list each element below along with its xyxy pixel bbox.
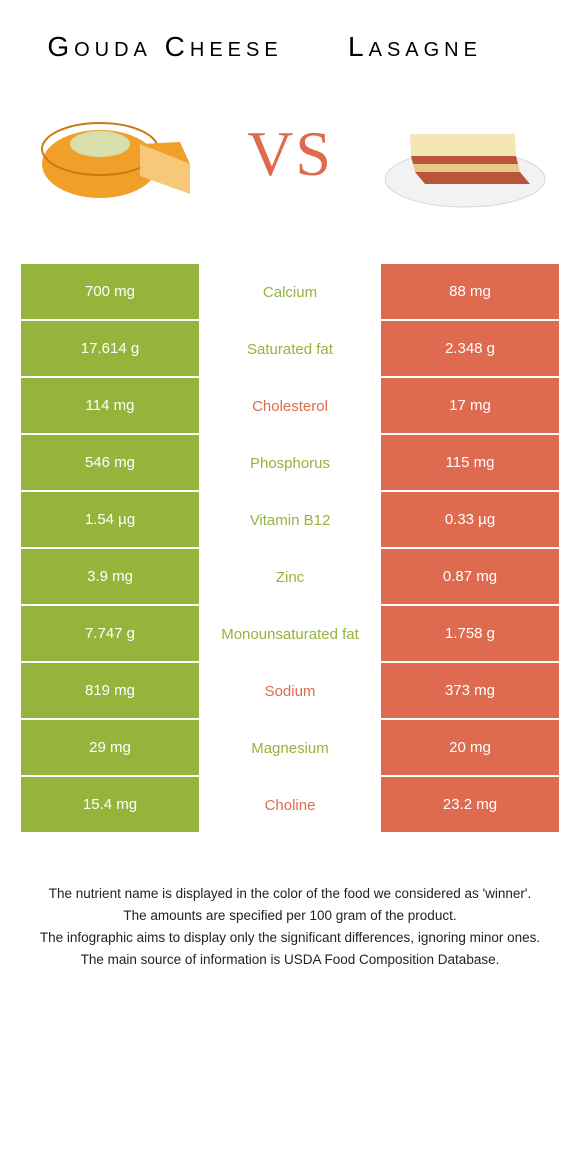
right-value: 373 mg <box>379 663 559 720</box>
nutrient-label: Monounsaturated fat <box>201 606 379 663</box>
lasagne-top-icon <box>410 134 516 156</box>
right-value: 0.33 µg <box>379 492 559 549</box>
nutrient-label: Sodium <box>201 663 379 720</box>
table-row: 1.54 µgVitamin B120.33 µg <box>21 492 559 549</box>
table-row: 546 mgPhosphorus115 mg <box>21 435 559 492</box>
food-left-illustration <box>30 94 210 214</box>
table-row: 819 mgSodium373 mg <box>21 663 559 720</box>
footnote-line: The amounts are specified per 100 gram o… <box>30 906 550 926</box>
footnotes: The nutrient name is displayed in the co… <box>0 834 580 993</box>
left-value: 3.9 mg <box>21 549 201 606</box>
left-value: 1.54 µg <box>21 492 201 549</box>
cheese-label-icon <box>70 131 130 157</box>
right-value: 23.2 mg <box>379 777 559 834</box>
food-right-title: Lasagne <box>290 30 540 64</box>
nutrient-label: Saturated fat <box>201 321 379 378</box>
food-left-title: Gouda Cheese <box>40 30 290 64</box>
right-value: 17 mg <box>379 378 559 435</box>
lasagne-pasta-icon <box>413 164 520 172</box>
right-value: 2.348 g <box>379 321 559 378</box>
left-value: 819 mg <box>21 663 201 720</box>
nutrient-label: Cholesterol <box>201 378 379 435</box>
footnote-line: The infographic aims to display only the… <box>30 928 550 948</box>
table-row: 29 mgMagnesium20 mg <box>21 720 559 777</box>
food-right-illustration <box>370 94 550 214</box>
right-value: 88 mg <box>379 264 559 321</box>
right-value: 115 mg <box>379 435 559 492</box>
left-value: 114 mg <box>21 378 201 435</box>
footnote-line: The nutrient name is displayed in the co… <box>30 884 550 904</box>
nutrient-label: Phosphorus <box>201 435 379 492</box>
right-value: 0.87 mg <box>379 549 559 606</box>
header-row: Gouda Cheese Lasagne <box>0 0 580 74</box>
left-value: 7.747 g <box>21 606 201 663</box>
right-value: 20 mg <box>379 720 559 777</box>
table-row: 3.9 mgZinc0.87 mg <box>21 549 559 606</box>
nutrient-label: Zinc <box>201 549 379 606</box>
table-row: 7.747 gMonounsaturated fat1.758 g <box>21 606 559 663</box>
vs-label: VS <box>247 117 333 191</box>
table-row: 114 mgCholesterol17 mg <box>21 378 559 435</box>
nutrient-label: Calcium <box>201 264 379 321</box>
comparison-table: 700 mgCalcium88 mg17.614 gSaturated fat2… <box>21 264 559 834</box>
left-value: 15.4 mg <box>21 777 201 834</box>
infographic-container: Gouda Cheese Lasagne VS 700 mgCa <box>0 0 580 993</box>
images-row: VS <box>0 74 580 264</box>
left-value: 546 mg <box>21 435 201 492</box>
nutrient-label: Magnesium <box>201 720 379 777</box>
nutrient-label: Vitamin B12 <box>201 492 379 549</box>
lasagne-sauce-icon <box>415 172 530 184</box>
left-value: 700 mg <box>21 264 201 321</box>
left-value: 29 mg <box>21 720 201 777</box>
table-row: 17.614 gSaturated fat2.348 g <box>21 321 559 378</box>
table-row: 700 mgCalcium88 mg <box>21 264 559 321</box>
table-row: 15.4 mgCholine23.2 mg <box>21 777 559 834</box>
right-value: 1.758 g <box>379 606 559 663</box>
footnote-line: The main source of information is USDA F… <box>30 950 550 970</box>
nutrient-label: Choline <box>201 777 379 834</box>
left-value: 17.614 g <box>21 321 201 378</box>
